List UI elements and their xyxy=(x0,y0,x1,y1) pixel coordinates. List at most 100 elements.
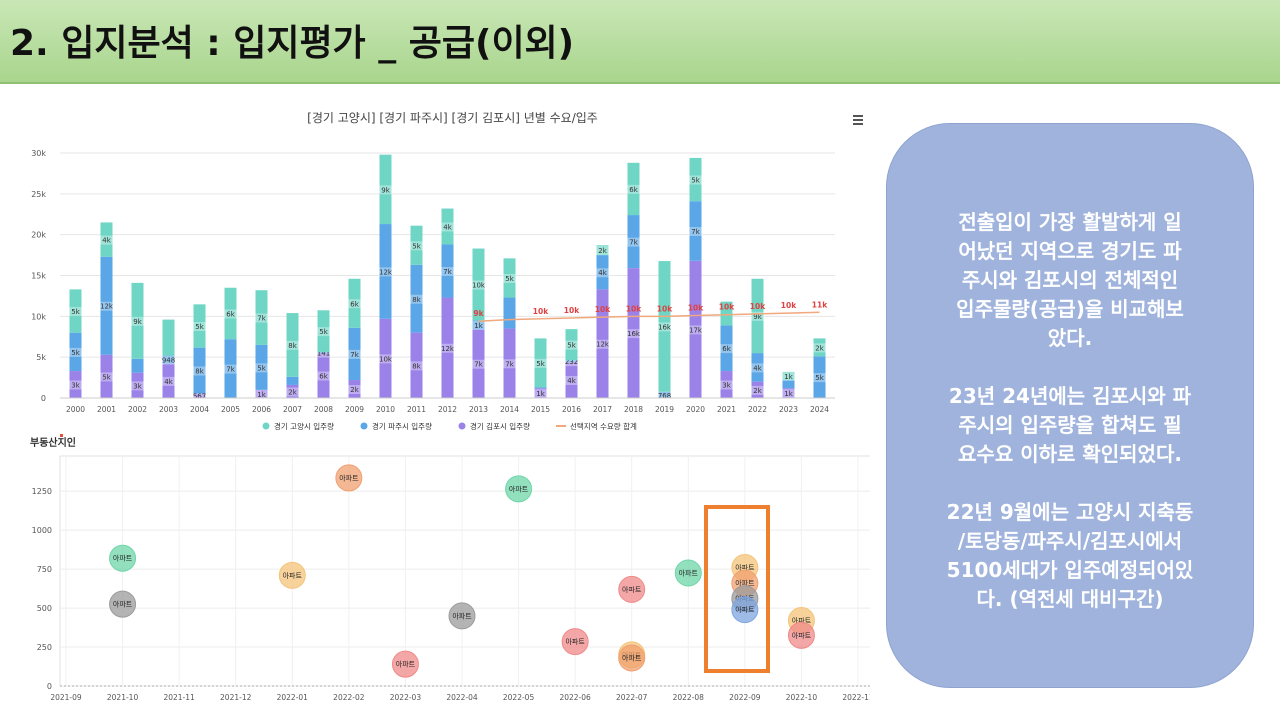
data-label-bg xyxy=(626,329,641,339)
data-label-bg xyxy=(99,235,114,245)
data-label-bg xyxy=(812,373,827,383)
data-label: 567 xyxy=(193,393,206,401)
bubble-label: 아파트 xyxy=(113,554,133,563)
menu-line xyxy=(853,119,863,121)
data-label: 2k xyxy=(815,344,824,352)
data-label: 6k xyxy=(350,300,359,308)
data-label: 7k xyxy=(629,239,638,247)
data-label: 4k xyxy=(753,364,762,372)
bar-segment xyxy=(286,313,299,377)
data-label-bg xyxy=(223,309,238,319)
data-label: 6k xyxy=(226,310,235,318)
data-label-bg xyxy=(719,344,734,354)
demand-line xyxy=(478,311,820,322)
x-tick-label: 2022-04 xyxy=(446,693,478,702)
bar-segment xyxy=(472,329,485,398)
data-label: 1k xyxy=(784,373,793,381)
bar-segment xyxy=(100,354,113,398)
data-label: 948 xyxy=(162,357,175,365)
data-label: 4k xyxy=(164,378,173,386)
demand-label: 10k xyxy=(564,306,580,315)
bar-segment xyxy=(379,224,392,319)
data-label: 4k xyxy=(567,377,576,385)
bubble xyxy=(109,590,137,618)
bar-segment xyxy=(720,325,733,372)
logo-accent xyxy=(60,434,63,437)
bar-segment xyxy=(69,371,82,398)
data-label-bg xyxy=(378,185,393,195)
bar-segment xyxy=(813,356,826,398)
x-tick-label: 2022-05 xyxy=(503,693,535,702)
bar-segment xyxy=(317,351,330,354)
bubble-label: 아파트 xyxy=(509,484,529,493)
x-tick-label: 2022 xyxy=(748,405,767,414)
data-label: 5k xyxy=(815,374,824,382)
data-label: 8k xyxy=(195,368,204,376)
data-label: 6k xyxy=(629,186,638,194)
y-tick-label: 20k xyxy=(31,231,46,240)
legend-marker xyxy=(262,422,270,430)
data-label-bg xyxy=(471,320,486,330)
side-panel-text: 전출입이 가장 활발하게 일 어났던 지역으로 경기도 파 주시와 김포시의 전… xyxy=(909,208,1231,643)
bar-segment xyxy=(100,222,113,257)
bar-segment xyxy=(658,261,671,392)
x-tick-label: 2007 xyxy=(283,405,302,414)
data-label: 12k xyxy=(441,345,455,353)
data-label: 5k xyxy=(505,275,514,283)
bar-segment xyxy=(565,329,578,361)
bar-segment xyxy=(689,201,702,261)
bar-segment xyxy=(441,208,454,245)
data-label: 5k xyxy=(195,323,204,331)
data-label: 3k xyxy=(722,382,731,390)
bar-segment xyxy=(379,318,392,398)
data-label-bg xyxy=(409,241,424,251)
y-tick-label: 10k xyxy=(31,312,46,321)
data-label: 9k xyxy=(133,318,142,326)
data-label: 17k xyxy=(689,326,703,334)
bubble xyxy=(448,602,476,630)
data-label: 232 xyxy=(565,358,578,366)
bar-segment xyxy=(751,278,764,354)
data-label: 3k xyxy=(71,382,80,390)
x-tick-label: 2004 xyxy=(190,405,209,414)
x-tick-label: 2018 xyxy=(624,405,643,414)
bubble xyxy=(787,621,815,649)
x-tick-label: 2010 xyxy=(376,405,395,414)
data-label: 16k xyxy=(658,323,672,331)
data-label: 7k xyxy=(350,351,359,359)
demand-label: 11k xyxy=(812,300,828,309)
menu-line xyxy=(853,115,863,117)
legend-label: 경기 고양시 입주량 xyxy=(274,421,334,430)
data-label: 16k xyxy=(627,330,641,338)
bar-segment xyxy=(689,157,702,202)
demand-label: 10k xyxy=(626,304,642,313)
data-label-bg xyxy=(285,387,300,397)
bar-segment xyxy=(534,387,547,389)
bubble xyxy=(561,628,589,656)
data-label: 10k xyxy=(379,355,393,363)
data-label-bg xyxy=(316,327,331,337)
demand-label: 10k xyxy=(781,301,797,310)
x-tick-label: 2022-11 xyxy=(842,693,870,702)
data-label-bg xyxy=(347,349,362,359)
data-label-bg xyxy=(99,301,114,311)
data-label: 2k xyxy=(350,386,359,394)
bubble-label: 아파트 xyxy=(565,637,585,646)
data-label: 5k xyxy=(536,360,545,368)
site-logo: 부동산지인 xyxy=(30,434,76,449)
y-tick-label: 5k xyxy=(36,353,46,362)
x-tick-label: 2022-01 xyxy=(277,693,309,702)
bar-segment xyxy=(193,347,206,394)
data-label-bg xyxy=(781,389,796,399)
data-label: 8k xyxy=(288,342,297,350)
bar-segment xyxy=(782,380,795,389)
bar-segment xyxy=(534,338,547,388)
data-label-bg xyxy=(533,389,548,399)
bar-segment xyxy=(255,389,268,398)
data-label: 6k xyxy=(722,345,731,353)
bubble-label: 아파트 xyxy=(735,605,755,614)
data-label-bg xyxy=(502,359,517,369)
data-label: 6k xyxy=(319,373,328,381)
bar-segment xyxy=(751,353,764,382)
